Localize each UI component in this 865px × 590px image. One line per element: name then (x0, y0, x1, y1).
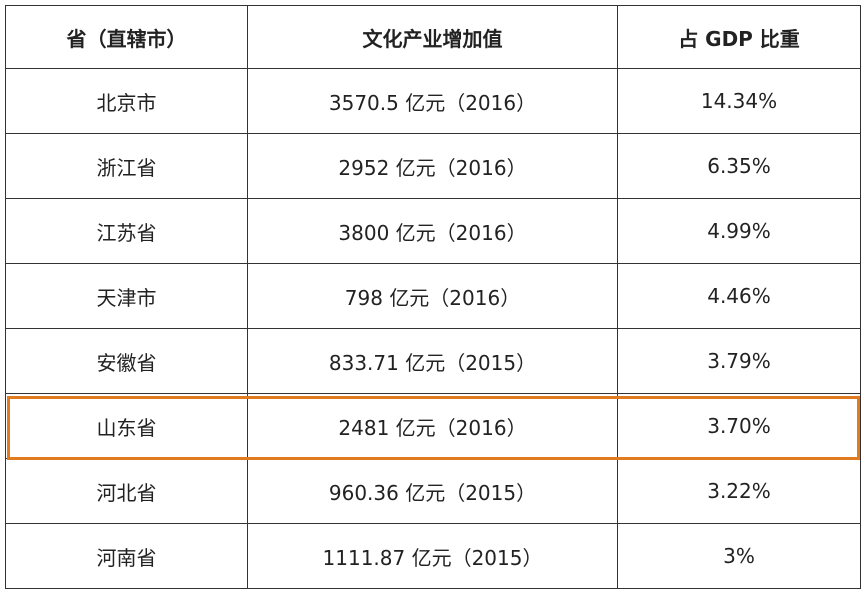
table-cell: 4.99% (617, 198, 861, 264)
table-cell: 江苏省 (5, 198, 248, 264)
table-row: 山东省 2481 亿元（2016） 3.70% (5, 393, 861, 459)
table-cell: 安徽省 (5, 328, 248, 394)
table-cell: 798 亿元（2016） (247, 263, 618, 329)
table-cell: 1111.87 亿元（2015） (247, 523, 618, 589)
table-cell: 3570.5 亿元（2016） (247, 68, 618, 134)
table-cell: 3% (617, 523, 861, 589)
table-cell: 河南省 (5, 523, 248, 589)
table-row: 北京市 3570.5 亿元（2016） 14.34% (5, 68, 861, 134)
table-cell: 960.36 亿元（2015） (247, 458, 618, 524)
table-row: 浙江省 2952 亿元（2016） 6.35% (5, 133, 861, 199)
table-row: 河南省 1111.87 亿元（2015） 3% (5, 523, 861, 589)
table-cell: 6.35% (617, 133, 861, 199)
table-cell: 2481 亿元（2016） (247, 393, 618, 459)
header-cell: 省（直辖市） (5, 5, 248, 69)
table-row: 河北省 960.36 亿元（2015） 3.22% (5, 458, 861, 524)
table-cell: 3.22% (617, 458, 861, 524)
table-cell: 2952 亿元（2016） (247, 133, 618, 199)
table-cell: 833.71 亿元（2015） (247, 328, 618, 394)
table-row: 江苏省 3800 亿元（2016） 4.99% (5, 198, 861, 264)
header-cell: 文化产业增加值 (247, 5, 618, 69)
header-cell: 占 GDP 比重 (617, 5, 861, 69)
table-cell: 河北省 (5, 458, 248, 524)
table-row: 安徽省 833.71 亿元（2015） 3.79% (5, 328, 861, 394)
table-cell: 3.79% (617, 328, 861, 394)
data-table: 省（直辖市） 文化产业增加值占 GDP 比重 北京市 3570.5 亿元（2016）… (5, 5, 861, 589)
table-cell: 14.34% (617, 68, 861, 134)
table-cell: 北京市 (5, 68, 248, 134)
table-body: 北京市 3570.5 亿元（2016） 14.34% 浙江省 2952 亿元（2016）… (5, 68, 861, 589)
header-row: 省（直辖市） 文化产业增加值占 GDP 比重 (5, 5, 861, 69)
table-cell: 山东省 (5, 393, 248, 459)
table-cell: 天津市 (5, 263, 248, 329)
table-cell: 浙江省 (5, 133, 248, 199)
table-cell: 3.70% (617, 393, 861, 459)
table-row: 天津市 798 亿元（2016） 4.46% (5, 263, 861, 329)
table-cell: 4.46% (617, 263, 861, 329)
table-cell: 3800 亿元（2016） (247, 198, 618, 264)
